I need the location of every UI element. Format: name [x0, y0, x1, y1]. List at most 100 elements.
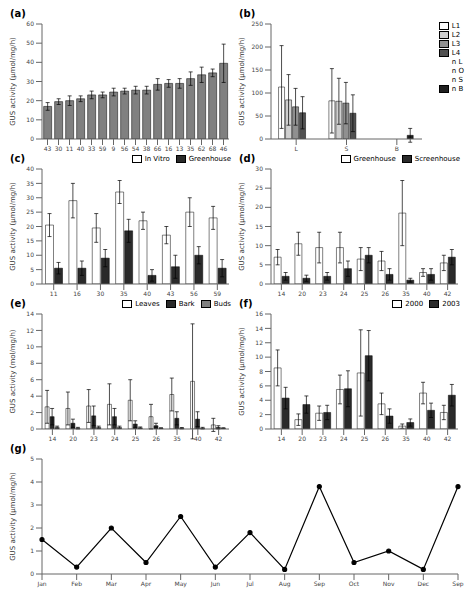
svg-text:150: 150 — [252, 66, 264, 73]
svg-text:30: 30 — [55, 145, 63, 152]
svg-text:10: 10 — [26, 116, 34, 123]
svg-text:Oct: Oct — [349, 580, 360, 587]
svg-text:35: 35 — [402, 290, 410, 297]
svg-text:20: 20 — [298, 435, 306, 442]
svg-text:0: 0 — [30, 135, 34, 142]
svg-text:GUS activity (μmol/mg/h): GUS activity (μmol/mg/h) — [9, 472, 17, 561]
svg-text:14: 14 — [26, 310, 34, 317]
svg-text:59: 59 — [99, 145, 107, 152]
svg-text:24: 24 — [340, 290, 348, 297]
svg-text:20: 20 — [69, 435, 77, 442]
svg-text:46: 46 — [220, 145, 228, 152]
svg-text:20: 20 — [26, 223, 34, 230]
svg-text:10: 10 — [26, 251, 34, 258]
svg-text:Jan: Jan — [36, 580, 46, 588]
svg-text:4: 4 — [30, 478, 34, 485]
svg-text:35: 35 — [187, 145, 195, 152]
svg-text:10: 10 — [26, 343, 34, 350]
svg-text:30: 30 — [26, 194, 34, 201]
svg-text:38: 38 — [143, 145, 151, 152]
svg-text:6: 6 — [259, 382, 263, 389]
svg-text:16: 16 — [165, 145, 173, 152]
svg-text:5: 5 — [30, 455, 34, 462]
svg-text:26: 26 — [381, 435, 389, 442]
svg-text:Nov: Nov — [383, 580, 395, 587]
svg-text:43: 43 — [167, 290, 175, 297]
svg-text:14: 14 — [49, 435, 57, 442]
svg-text:30: 30 — [255, 165, 263, 172]
svg-text:42: 42 — [444, 435, 452, 442]
svg-text:11: 11 — [50, 290, 58, 297]
svg-text:35: 35 — [402, 435, 410, 442]
svg-text:0: 0 — [30, 425, 34, 432]
svg-text:GUS activity (μmol/mg/h): GUS activity (μmol/mg/h) — [9, 37, 17, 126]
svg-text:Mar: Mar — [106, 580, 118, 587]
svg-text:2: 2 — [30, 524, 34, 531]
svg-text:23: 23 — [319, 435, 327, 442]
svg-text:8: 8 — [259, 368, 263, 375]
svg-text:20: 20 — [255, 203, 263, 210]
svg-text:GUS activity (μmol/mg/h): GUS activity (μmol/mg/h) — [238, 327, 246, 416]
svg-text:14: 14 — [255, 325, 263, 332]
svg-text:0: 0 — [30, 570, 34, 577]
svg-text:L: L — [294, 145, 298, 152]
svg-text:200: 200 — [252, 43, 264, 50]
svg-text:1: 1 — [30, 547, 34, 554]
svg-text:40: 40 — [77, 145, 85, 152]
svg-text:20: 20 — [26, 97, 34, 104]
svg-text:40: 40 — [423, 435, 431, 442]
svg-text:62: 62 — [198, 145, 206, 152]
svg-text:5: 5 — [30, 266, 34, 273]
svg-text:23: 23 — [319, 290, 327, 297]
svg-text:2: 2 — [259, 411, 263, 418]
svg-text:4: 4 — [30, 392, 34, 399]
svg-text:9: 9 — [112, 145, 116, 152]
svg-text:40: 40 — [26, 58, 34, 65]
svg-text:12: 12 — [26, 327, 34, 334]
svg-text:68: 68 — [209, 145, 217, 152]
svg-text:8: 8 — [30, 359, 34, 366]
svg-text:42: 42 — [215, 435, 223, 442]
svg-text:14: 14 — [278, 290, 286, 297]
svg-text:0: 0 — [30, 280, 34, 287]
svg-text:35: 35 — [26, 180, 34, 187]
svg-text:56: 56 — [121, 145, 129, 152]
svg-text:13: 13 — [176, 145, 184, 152]
svg-text:54: 54 — [132, 145, 140, 152]
svg-text:GUS activity (mol/mg/h): GUS activity (mol/mg/h) — [9, 329, 17, 413]
svg-text:35: 35 — [120, 290, 128, 297]
svg-text:10: 10 — [255, 353, 263, 360]
svg-text:100: 100 — [252, 89, 264, 96]
svg-text:59: 59 — [213, 290, 221, 297]
svg-text:0: 0 — [259, 425, 263, 432]
svg-text:66: 66 — [154, 145, 162, 152]
svg-text:10: 10 — [255, 242, 263, 249]
svg-text:Sep: Sep — [314, 580, 326, 588]
svg-text:4: 4 — [259, 396, 263, 403]
svg-text:Aug: Aug — [279, 580, 291, 588]
svg-text:50: 50 — [255, 112, 263, 119]
svg-text:42: 42 — [444, 290, 452, 297]
svg-text:25: 25 — [132, 435, 140, 442]
svg-text:20: 20 — [298, 290, 306, 297]
svg-text:GUS activity (μmol/mg/h): GUS activity (μmol/mg/h) — [238, 182, 246, 271]
svg-text:GUS activity (μmol/mg/h): GUS activity (μmol/mg/h) — [9, 182, 17, 271]
svg-text:40: 40 — [143, 290, 151, 297]
svg-text:16: 16 — [255, 310, 263, 317]
svg-text:6: 6 — [30, 376, 34, 383]
svg-text:33: 33 — [88, 145, 96, 152]
svg-text:Jun: Jun — [210, 580, 221, 588]
svg-text:0: 0 — [259, 280, 263, 287]
svg-text:40: 40 — [423, 290, 431, 297]
svg-text:25: 25 — [361, 290, 369, 297]
svg-text:30: 30 — [26, 78, 34, 85]
svg-text:25: 25 — [361, 435, 369, 442]
svg-text:26: 26 — [152, 435, 160, 442]
svg-text:40: 40 — [26, 165, 34, 172]
svg-text:15: 15 — [255, 223, 263, 230]
svg-text:Jul: Jul — [245, 580, 254, 588]
svg-text:40: 40 — [194, 435, 202, 442]
svg-text:Sep: Sep — [452, 580, 464, 588]
svg-text:60: 60 — [26, 20, 34, 27]
svg-text:S: S — [345, 145, 349, 152]
